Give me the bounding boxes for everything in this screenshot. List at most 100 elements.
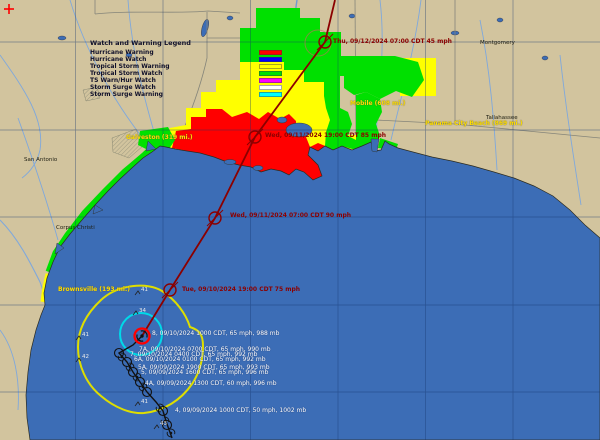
forecast-point — [316, 33, 334, 51]
past-position-circle — [134, 376, 146, 388]
hatched-area — [111, 128, 144, 159]
coastal-bay — [54, 242, 65, 255]
distance-label: Brownsville (193 mi.) — [58, 286, 130, 293]
forecast-track-line — [141, 0, 336, 337]
station-sigil — [153, 424, 160, 430]
legend-item: Storm Surge Watch — [90, 84, 282, 91]
legend-item: Tropical Storm Watch — [90, 70, 282, 77]
distance-label: Galveston (319 mi.) — [126, 134, 193, 141]
past-advisory-label: 6A, 09/10/2024 0100 CDT, 65 mph, 992 mb — [134, 356, 266, 363]
lake — [541, 55, 549, 61]
lake — [57, 35, 67, 41]
distance-label: Mobile (608 mi.) — [350, 100, 406, 107]
station-sigil — [134, 290, 141, 296]
river — [0, 54, 42, 179]
legend-swatch — [259, 64, 282, 69]
mobile-bay — [370, 138, 380, 153]
river — [0, 329, 19, 411]
ts-watch-strip-alabama — [356, 92, 382, 150]
lake — [276, 116, 288, 124]
past-advisory-label: 5, 09/09/2024 1600 CDT, 65 mph, 996 mb — [141, 369, 269, 376]
forecast-point-label: Tue, 09/10/2024 19:00 CDT 75 mph — [182, 286, 301, 293]
station-label: 41 — [141, 287, 148, 293]
past-position-circle — [121, 356, 133, 368]
legend-item-label: Tropical Storm Watch — [90, 70, 163, 77]
coastal-water — [54, 116, 380, 255]
legend-swatch — [259, 71, 282, 76]
legend-swatch — [259, 78, 282, 83]
legend-item: Hurricane Watch — [90, 56, 282, 63]
station-sigil — [132, 310, 139, 316]
river — [69, 0, 151, 148]
forecast-point-label: Wed, 09/11/2024 19:00 CDT 85 mph — [265, 132, 387, 139]
forecast-point — [246, 128, 264, 146]
hatched-area — [82, 86, 101, 102]
current-position — [133, 327, 151, 345]
station-label: 34 — [139, 308, 146, 314]
river — [127, 0, 158, 143]
legend-swatch — [259, 50, 282, 55]
galveston-bay — [145, 140, 157, 152]
city-label: Corpus Christi — [56, 225, 95, 231]
river — [479, 19, 498, 171]
past-advisory-label: 7A, 09/10/2024 0700 CDT, 65 mph, 990 mb — [139, 346, 271, 353]
current-position-ring — [133, 327, 151, 345]
warning-legend: Watch and Warning Legend Hurricane Warni… — [90, 39, 282, 98]
legend-item: Tropical Storm Warning — [90, 63, 282, 70]
city-label: San Antonio — [24, 157, 58, 163]
legend-item-label: Storm Surge Watch — [90, 84, 156, 91]
river — [17, 117, 59, 241]
legend-item: Storm Surge Warning — [90, 91, 282, 98]
past-advisory-label: 4, 09/09/2024 1000 CDT, 50 mph, 1002 mb — [175, 407, 307, 414]
legend-title: Watch and Warning Legend — [90, 39, 191, 47]
river — [559, 54, 582, 206]
city-label: Tallahassee — [486, 115, 518, 121]
lake — [496, 17, 504, 23]
legend-swatch — [259, 57, 282, 62]
state-border — [94, 10, 241, 15]
past-position-circle — [161, 419, 173, 431]
past-advisory-label: 4A, 09/09/2024 1300 CDT, 60 mph, 996 mb — [145, 380, 277, 387]
forecast-point-label: Thu, 09/12/2024 07:00 CDT 45 mph — [333, 38, 452, 45]
past-advisory-label: 7, 09/10/2024 0400 CDT, 65 mph, 992 mb — [130, 351, 258, 358]
station-label: 43 — [160, 421, 167, 427]
city-label: Montgomery — [480, 40, 515, 46]
lake — [226, 15, 234, 21]
past-advisory-label: 8, 09/10/2024 1000 CDT, 65 mph, 988 mb — [152, 330, 280, 337]
ts-watch-area-east — [344, 56, 424, 99]
hatched-areas — [82, 86, 144, 159]
past-advisory-label: 5A, 09/09/2024 1900 CDT, 65 mph, 993 mb — [138, 364, 270, 371]
reference-cross-icon — [4, 4, 14, 14]
ts-watch-area-north — [240, 8, 352, 96]
station-sigil — [75, 357, 82, 363]
legend-item-label: Storm Surge Warning — [90, 91, 163, 98]
forecast-point — [206, 209, 224, 227]
legend-item-label: Hurricane Warning — [90, 49, 154, 56]
station-sigil — [134, 401, 141, 407]
legend-item: TS Warn/Hur Watch — [90, 77, 282, 84]
forecast-points — [161, 33, 334, 299]
station-label: 41 — [82, 332, 89, 338]
gulf-water — [25, 140, 600, 440]
past-position-circle — [157, 405, 169, 417]
legend-item: Hurricane Warning — [90, 49, 282, 56]
lake — [125, 52, 133, 58]
forecast-point — [161, 281, 179, 299]
legend-item-label: Tropical Storm Warning — [90, 63, 170, 70]
legend-swatch — [259, 85, 282, 90]
forecast-point-label: Wed, 09/11/2024 07:00 CDT 90 mph — [230, 212, 352, 219]
watch-area-ring-cyan — [119, 312, 163, 356]
distance-label: Panama City Beach (869 mi.) — [425, 120, 523, 127]
wind-radius-ring-yellow — [76, 284, 205, 415]
legend-swatch — [259, 92, 282, 97]
station-label: 42 — [82, 354, 89, 360]
lake — [348, 13, 356, 19]
station-sigils — [75, 290, 160, 430]
station-label: 41 — [141, 399, 148, 405]
legend-item-label: TS Warn/Hur Watch — [90, 77, 156, 84]
station-sigil — [75, 335, 82, 341]
coastal-bay — [223, 159, 237, 165]
